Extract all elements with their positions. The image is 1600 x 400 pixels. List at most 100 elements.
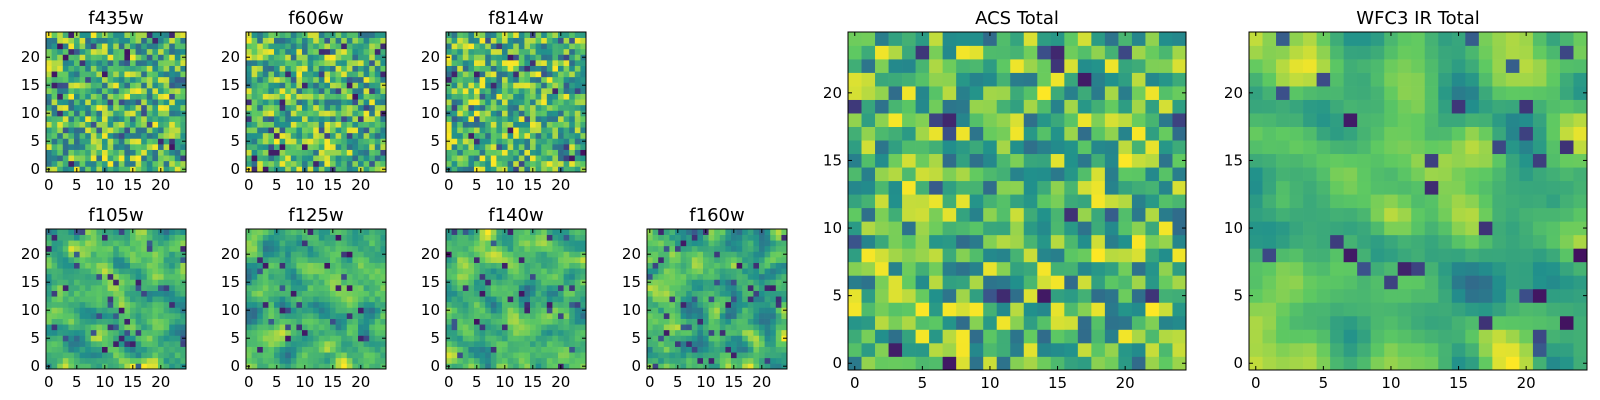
heatmap-cell [507,93,514,100]
heatmap-cell [158,335,164,342]
heatmap-cell [770,262,777,269]
heatmap-cell [652,301,659,308]
heatmap-cell [502,155,508,162]
heatmap-cell [96,166,103,173]
heatmap-cell [346,262,353,269]
heatmap-cell [158,301,164,308]
heatmap-cell [457,82,464,89]
heatmap-cell [781,240,788,247]
heatmap-cell [318,127,325,134]
heatmap-cell [246,48,252,55]
heatmap-cell [341,329,348,336]
heatmap-cell [262,71,269,78]
heatmap-cell [451,60,458,66]
heatmap-cell [62,245,69,252]
heatmap-cell [468,65,475,72]
heatmap-cell [279,273,286,280]
heatmap-cell [102,127,108,134]
heatmap-cell [468,240,475,247]
heatmap-cell [380,60,387,66]
heatmap-cell [496,155,503,162]
heatmap-cell [669,279,676,286]
heatmap-cell [130,60,136,66]
heatmap-cell [46,341,52,347]
heatmap-cell [1172,234,1187,249]
heatmap-cell [457,116,464,122]
heatmap-cell [759,329,765,336]
heatmap-cell [686,357,693,364]
heatmap-cell [174,279,181,286]
heatmap-cell [541,329,548,336]
heatmap-cell [574,279,581,286]
heatmap-cell [462,71,469,78]
heatmap-cell [1077,261,1092,276]
heatmap-cell [335,82,342,89]
heatmap-cell [1037,288,1052,303]
heatmap-cell [274,88,280,94]
heatmap-cell [285,313,292,319]
heatmap-cell [518,296,525,303]
heatmap-cell [563,43,570,50]
heatmap-cell [380,285,387,291]
heatmap-cell [313,279,320,286]
heatmap-cell [180,127,187,134]
heatmap-cell [346,54,353,61]
heatmap-cell [502,346,508,353]
heatmap-cell [302,155,308,162]
heatmap-cell [1158,207,1173,222]
heatmap-cell [558,313,564,319]
heatmap-cell [563,357,570,364]
heatmap-cell [697,229,704,235]
heatmap-cell [335,251,342,258]
heatmap-cell [290,54,297,61]
heatmap-cell [507,279,514,286]
heatmap-cell [1131,194,1146,209]
heatmap-cell [85,37,92,44]
heatmap-cell [764,346,771,353]
heatmap-cell [915,234,930,249]
heatmap-cell [490,76,497,83]
heatmap-cell [742,346,749,353]
heatmap-cell [462,324,469,331]
heatmap-cell [574,273,581,280]
heatmap-cell [888,194,903,209]
heatmap-cell [775,257,782,263]
heatmap-cell [535,48,542,55]
heatmap-cell [468,296,475,303]
heatmap-cell [68,138,75,145]
heatmap-cell [457,318,464,325]
heatmap-cell [552,346,559,353]
heatmap-cell [318,341,325,347]
heatmap-cell [324,357,331,364]
heatmap-cell [274,273,280,280]
heatmap-cell [541,234,548,241]
heatmap-cell [485,313,492,319]
heatmap-cell [74,54,80,61]
heatmap-cell [663,318,670,325]
heatmap-cell [324,121,331,128]
heatmap-cell [1050,342,1065,357]
heatmap-cell [929,329,943,344]
heatmap-cell [330,132,336,139]
heatmap-cell [457,88,464,94]
heatmap-cell [1091,261,1106,276]
heatmap-cell [848,315,862,330]
heatmap-cell [290,132,297,139]
heatmap-cell [113,37,120,44]
heatmap-cell [996,234,1011,249]
heatmap-cell [51,234,58,241]
heatmap-cell [513,132,520,139]
heatmap-cell [518,257,525,263]
heatmap-cell [546,60,553,66]
heatmap-cell [742,352,749,359]
heatmap-cell [736,251,743,258]
heatmap-cell [507,110,514,117]
heatmap-cell [352,301,359,308]
heatmap-cell [130,160,136,167]
heatmap-cell [324,93,331,100]
heatmap-cell [57,99,64,106]
heatmap-cell [324,166,331,173]
heatmap-cell [669,341,676,347]
heatmap-cell [731,329,737,336]
